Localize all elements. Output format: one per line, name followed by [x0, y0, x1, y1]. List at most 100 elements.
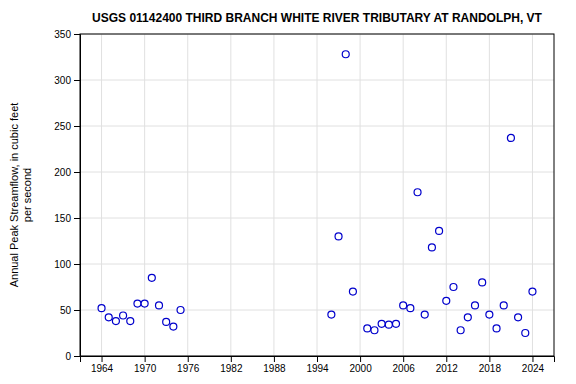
x-tick: 1982: [220, 356, 243, 374]
grid-line-y: [80, 126, 554, 127]
x-tick-mark: [446, 356, 447, 362]
point: [414, 189, 421, 196]
y-tick-mark: [74, 126, 80, 127]
x-tick-label: 1988: [263, 363, 286, 374]
plot-frame: [80, 34, 554, 356]
x-tick-label: 2012: [436, 363, 459, 374]
x-tick-label: 2024: [522, 363, 545, 374]
x-tick-mark: [489, 356, 490, 362]
x-tick-label: 2000: [349, 363, 372, 374]
y-tick-mark: [74, 218, 80, 219]
x-tick-mark: [360, 356, 361, 362]
y-axis: 0 50 100 150 200 250 300 350: [54, 29, 80, 362]
point: [364, 325, 371, 332]
x-tick: 1970: [134, 356, 157, 374]
y-tick: 300: [54, 75, 80, 86]
y-tick: 350: [54, 29, 80, 40]
grid-line-y: [80, 80, 554, 81]
x-tick-label: 1976: [177, 363, 200, 374]
y-tick-mark: [74, 264, 80, 265]
y-axis-label-line: Annual Peak Streamflow, in cubic feet: [8, 103, 20, 288]
point: [371, 327, 378, 334]
x-tick: 2000: [349, 356, 372, 374]
y-tick: 0: [65, 351, 80, 362]
point: [393, 320, 400, 327]
point: [328, 311, 335, 318]
point: [177, 307, 184, 314]
title: USGS 01142400 THIRD BRANCH WHITE RIVER T…: [92, 11, 543, 25]
y-tick-mark: [74, 356, 80, 357]
point: [105, 314, 112, 321]
x-tick-label: 1994: [306, 363, 329, 374]
background: [0, 0, 576, 384]
y-tick-label: 100: [54, 259, 71, 270]
grid-line-y: [80, 264, 554, 265]
x-axis-line: [81, 357, 555, 363]
x-tick: 2024: [522, 356, 545, 374]
point: [479, 279, 486, 286]
point: [170, 323, 177, 330]
y-tick: 150: [54, 213, 80, 224]
point: [148, 274, 155, 281]
x-tick-mark: [317, 356, 318, 362]
x-tick-label: 2006: [393, 363, 416, 374]
point: [342, 51, 349, 58]
point: [464, 314, 471, 321]
y-tick-label: 200: [54, 167, 71, 178]
x-tick: 2018: [479, 356, 502, 374]
grid-line-y: [80, 310, 554, 311]
x-tick-label: 1964: [91, 363, 114, 374]
point: [112, 318, 119, 325]
point: [134, 300, 141, 307]
grid: [80, 34, 554, 356]
x-tick-mark: [274, 356, 275, 362]
y-axis-label-line: per second: [21, 168, 33, 222]
y-tick-label: 300: [54, 75, 71, 86]
x-tick-mark: [231, 356, 232, 362]
point: [443, 297, 450, 304]
x-tick-label: 1982: [220, 363, 243, 374]
x-tick: 1994: [306, 356, 329, 374]
y-tick-mark: [74, 34, 80, 35]
grid-line-x: [187, 34, 188, 356]
point: [400, 302, 407, 309]
x-tick-label: 2018: [479, 363, 502, 374]
point: [98, 305, 105, 312]
x-tick-mark: [102, 356, 103, 362]
y-tick: 200: [54, 167, 80, 178]
y-tick-mark: [74, 80, 80, 81]
point: [507, 134, 514, 141]
grid-line-x: [273, 34, 274, 356]
grid-line-x: [532, 34, 533, 356]
y-tick-label: 0: [65, 351, 71, 362]
y-tick-label: 150: [54, 213, 71, 224]
x-tick-label: 1970: [134, 363, 157, 374]
y-tick: 250: [54, 121, 80, 132]
y-tick-mark: [74, 172, 80, 173]
point: [450, 284, 457, 291]
point: [378, 320, 385, 327]
grid-line-x: [489, 34, 490, 356]
x-tick: 2006: [393, 356, 416, 374]
point: [120, 312, 127, 319]
y-tick-label: 50: [60, 305, 72, 316]
point: [515, 314, 522, 321]
x-axis: 1964 1970 1976 1982 1988 1994 2000 2006 2012 2018…: [81, 356, 555, 374]
x-tick: 1964: [91, 356, 114, 374]
y-axis-label: Annual Peak Streamflow, in cubic feetper…: [8, 103, 33, 288]
point: [436, 227, 443, 234]
point: [156, 302, 163, 309]
y-tick-label: 350: [54, 29, 71, 40]
y-tick: 50: [60, 305, 80, 316]
y-tick-mark: [74, 310, 80, 311]
x-tick: 2012: [436, 356, 459, 374]
points: [98, 51, 536, 337]
point: [486, 311, 493, 318]
y-tick-label: 250: [54, 121, 71, 132]
x-tick-mark: [403, 356, 404, 362]
grid-line-x: [360, 34, 361, 356]
point: [163, 318, 170, 325]
grid-line-x: [230, 34, 231, 356]
x-tick-mark: [145, 356, 146, 362]
grid-line-y: [80, 172, 554, 173]
